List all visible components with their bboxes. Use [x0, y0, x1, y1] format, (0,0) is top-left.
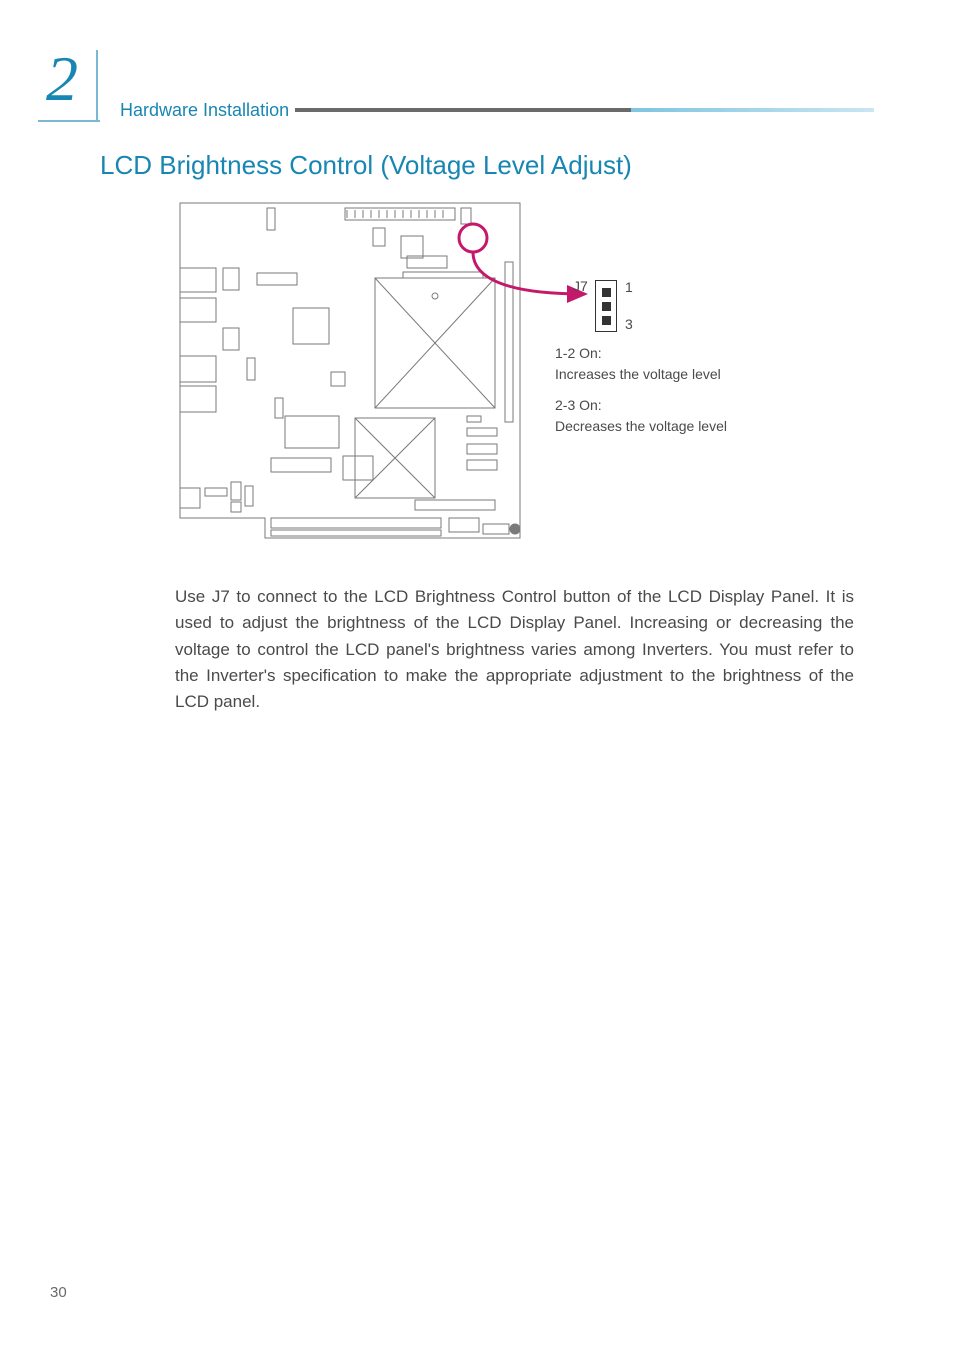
- jumper-option-1-desc: Increases the voltage level: [555, 364, 815, 385]
- chapter-number: 2: [46, 42, 78, 116]
- jumper-box: [595, 280, 617, 332]
- jumper-pin-2: [602, 302, 611, 311]
- jumper-option-2: 2-3 On: Decreases the voltage level: [555, 395, 815, 437]
- header-rule: [295, 108, 874, 112]
- jumper-detail: J7 1 3: [595, 280, 795, 332]
- jumper-name: J7: [573, 278, 588, 294]
- section-header: Hardware Installation: [120, 98, 874, 122]
- page-number: 30: [50, 1284, 67, 1301]
- pin-label-1: 1: [625, 279, 633, 295]
- chapter-badge: 2: [38, 48, 100, 122]
- jumper-pin-1: [602, 288, 611, 297]
- section-label: Hardware Installation: [120, 100, 289, 121]
- page-root: 2 Hardware Installation LCD Brightness C…: [0, 0, 954, 1351]
- jumper-option-2-desc: Decreases the voltage level: [555, 416, 815, 437]
- pin-label-3: 3: [625, 316, 633, 332]
- jumper-options: 1-2 On: Increases the voltage level 2-3 …: [555, 343, 815, 447]
- page-title: LCD Brightness Control (Voltage Level Ad…: [100, 150, 632, 181]
- board-figure: J7 1 3 1-2 On: Increases the voltage lev…: [175, 198, 795, 558]
- jumper-pin-3: [602, 316, 611, 325]
- jumper-option-1-heading: 1-2 On:: [555, 343, 815, 364]
- chapter-divider: [96, 50, 98, 122]
- jumper-option-1: 1-2 On: Increases the voltage level: [555, 343, 815, 385]
- jumper-option-2-heading: 2-3 On:: [555, 395, 815, 416]
- body-paragraph: Use J7 to connect to the LCD Brightness …: [175, 584, 854, 716]
